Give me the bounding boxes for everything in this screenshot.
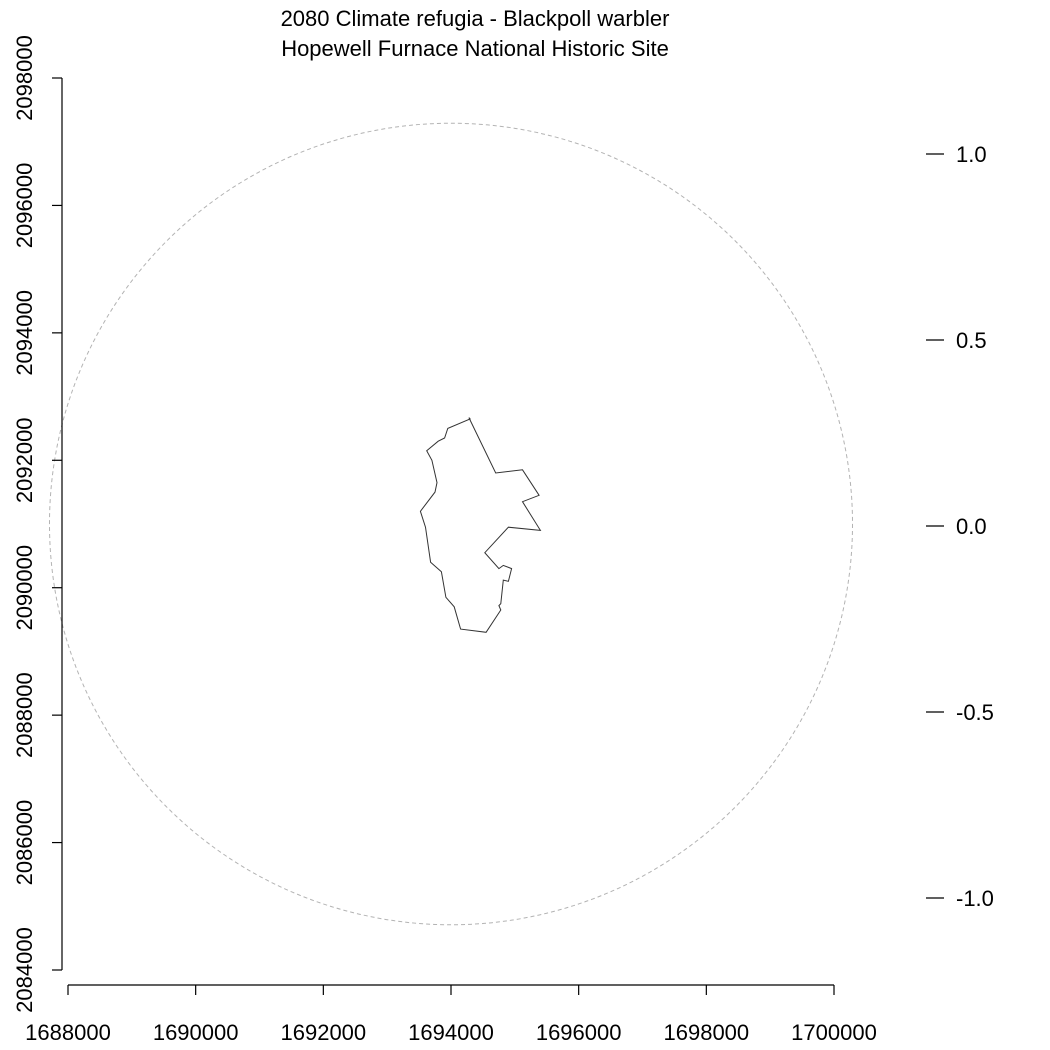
x-tick-label: 1688000 (25, 1020, 111, 1045)
y-tick-label: 2090000 (12, 545, 37, 631)
x-tick-label: 1692000 (281, 1020, 367, 1045)
park-boundary (419, 417, 542, 633)
title-line-1: 2080 Climate refugia - Blackpoll warbler (281, 6, 670, 31)
y-tick-label: 2088000 (12, 672, 37, 758)
y-tick-label: 2086000 (12, 800, 37, 886)
x-tick-label: 1698000 (664, 1020, 750, 1045)
park-boundary-outline (419, 417, 542, 633)
legend-scale: 1.0 0.5 0.0 -0.5 -1.0 (926, 142, 994, 911)
y-tick-label: 2092000 (12, 417, 37, 503)
buffer-circle-outline (48, 122, 854, 926)
x-tick-label: 1690000 (153, 1020, 239, 1045)
legend-tick-label: 0.0 (956, 514, 987, 539)
x-tick-label: 1696000 (536, 1020, 622, 1045)
legend-tick-label: -0.5 (956, 700, 994, 725)
x-axis: 1688000 1690000 1692000 1694000 1696000 16980… (25, 984, 877, 1045)
legend-tick-label: -1.0 (956, 886, 994, 911)
legend-tick-label: 0.5 (956, 328, 987, 353)
title-line-2: Hopewell Furnace National Historic Site (281, 36, 669, 61)
buffer-circle (48, 122, 854, 926)
y-tick-label: 2096000 (12, 163, 37, 249)
x-tick-label: 1700000 (791, 1020, 877, 1045)
y-tick-label: 2098000 (12, 35, 37, 121)
y-tick-label: 2094000 (12, 290, 37, 376)
y-tick-label: 2084000 (12, 927, 37, 1013)
legend-tick-label: 1.0 (956, 142, 987, 167)
y-axis: 2084000 2086000 2088000 2090000 2092000 20940… (12, 35, 63, 1013)
x-tick-label: 1694000 (408, 1020, 494, 1045)
